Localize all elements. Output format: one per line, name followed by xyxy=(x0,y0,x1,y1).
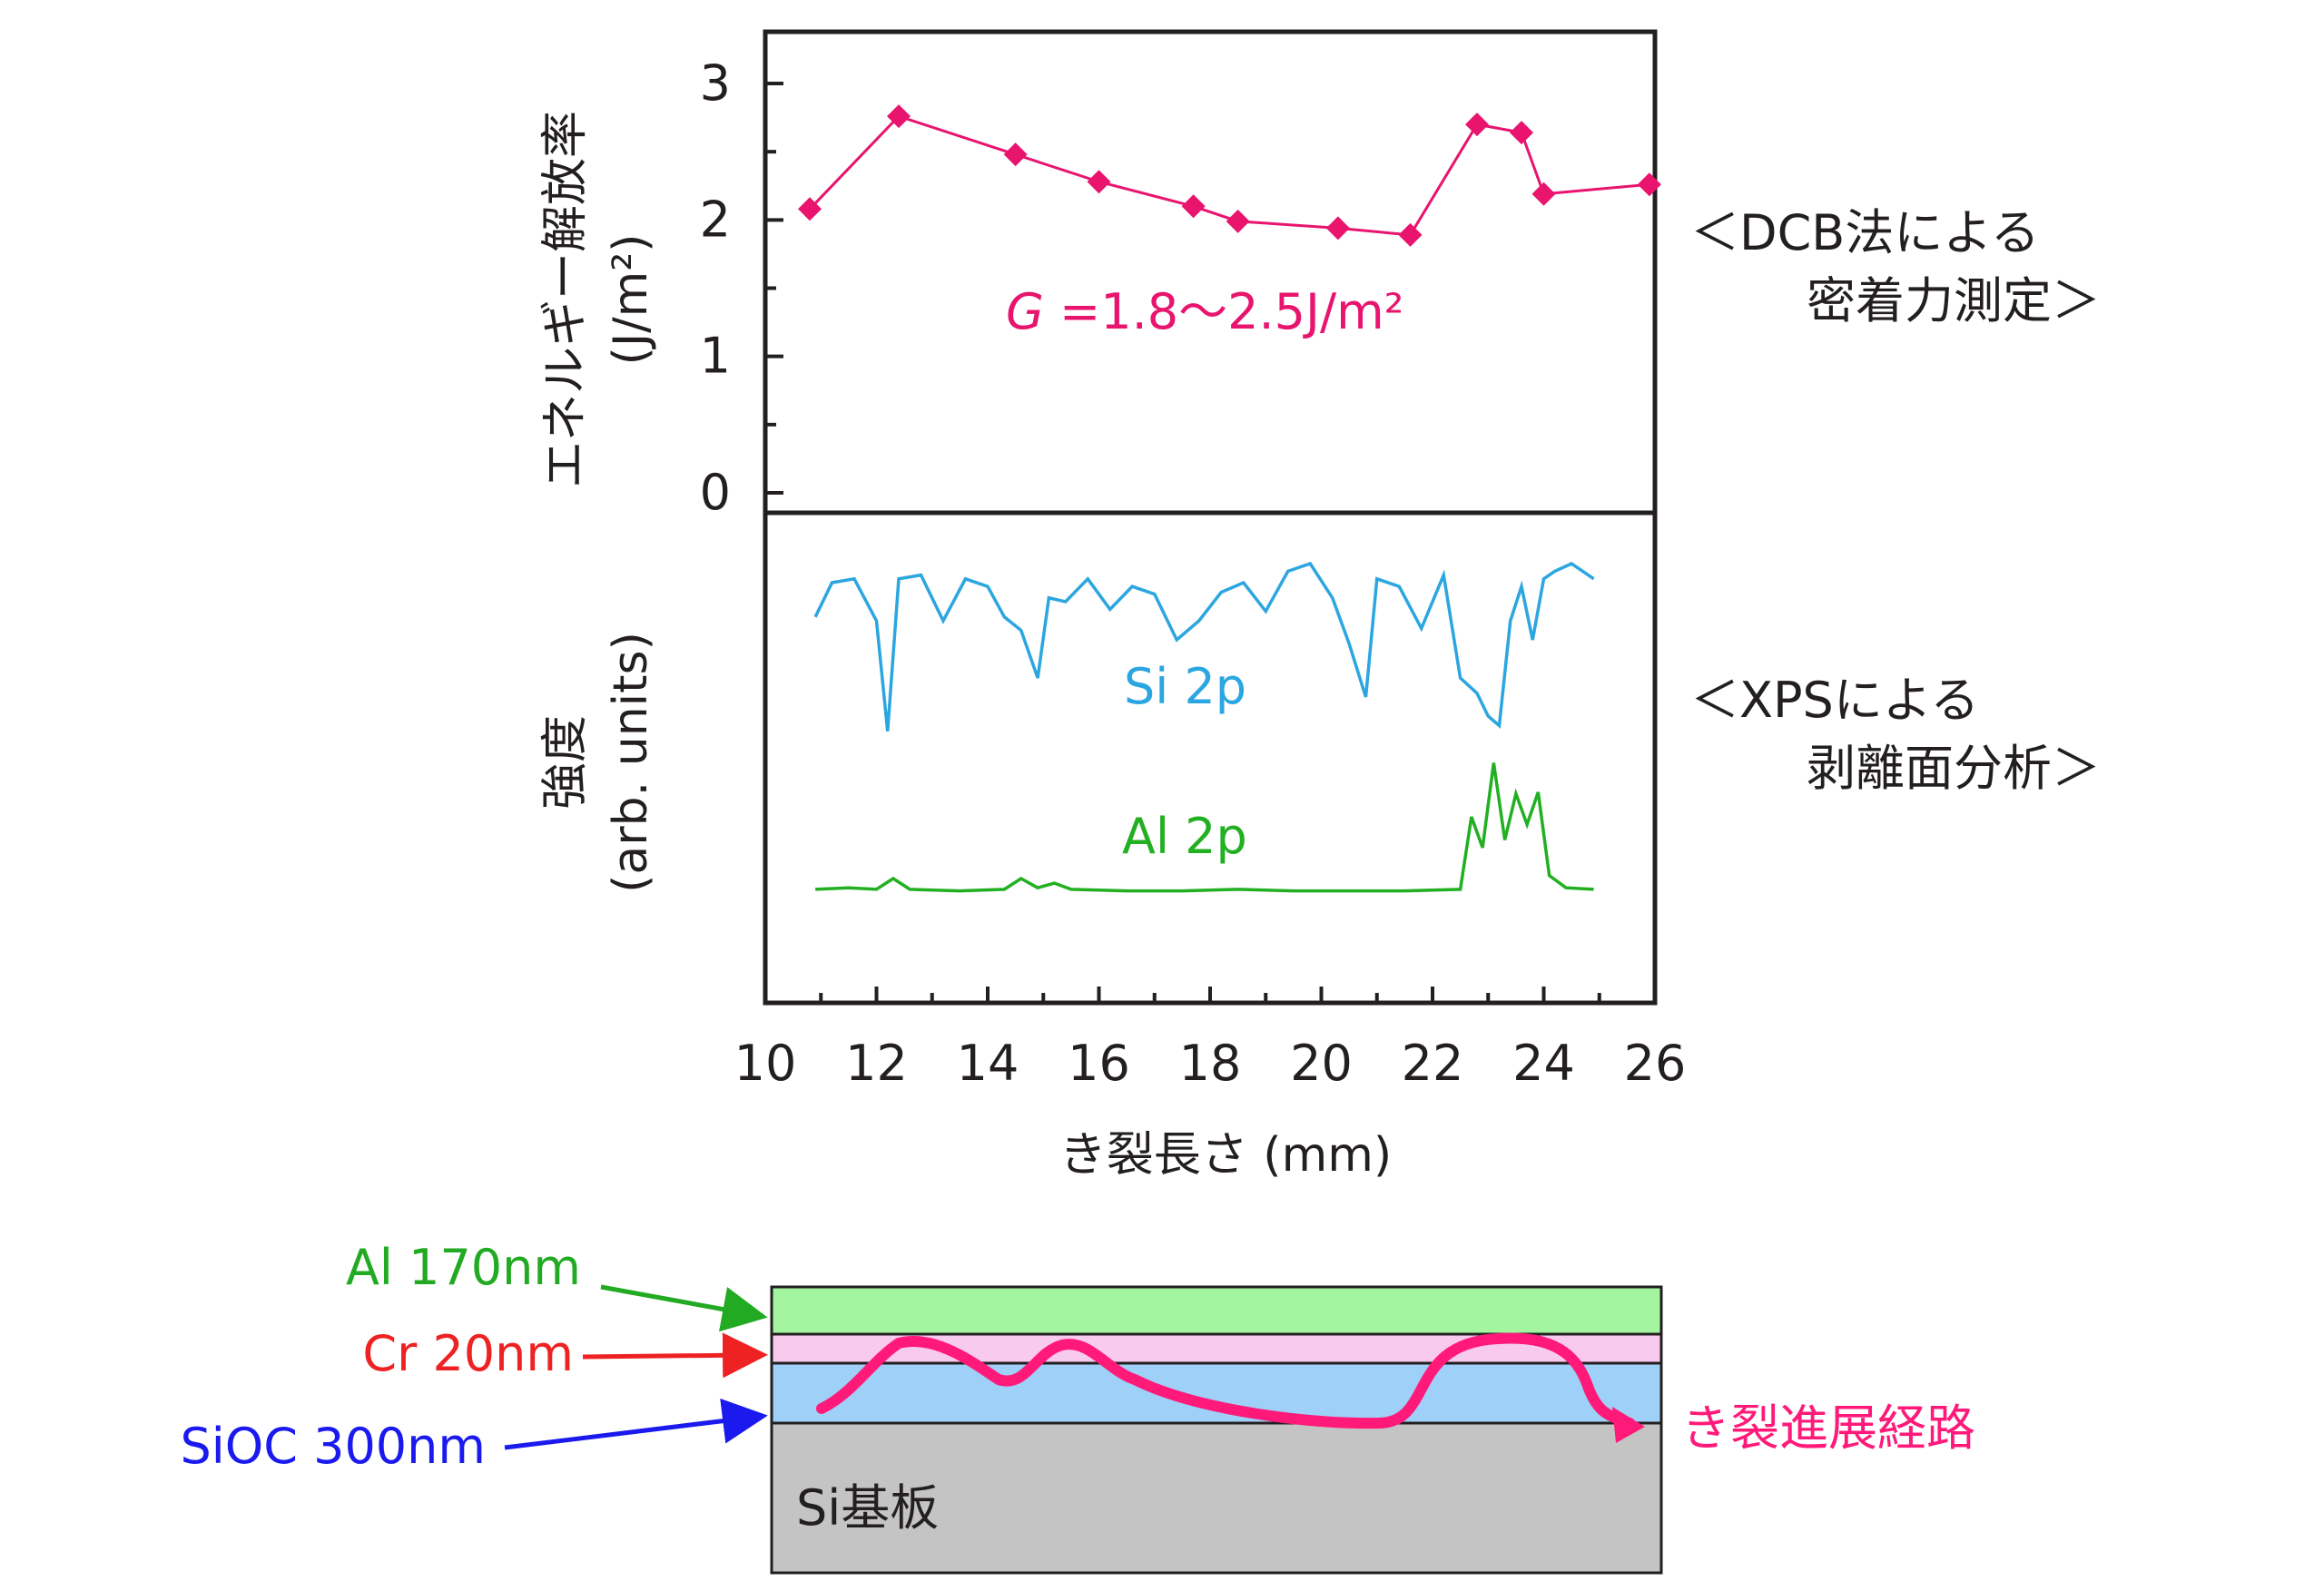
energy-y-tick-label: 2 xyxy=(700,191,731,248)
energy-data-point xyxy=(1226,209,1250,233)
al-layer-arrow xyxy=(600,1284,768,1332)
energy-series-line xyxy=(808,114,1650,237)
x-tick-label: 22 xyxy=(1402,1035,1464,1092)
x-tick-label: 24 xyxy=(1512,1035,1575,1092)
energy-y-tick-label: 0 xyxy=(700,464,731,521)
x-tick-label: 12 xyxy=(845,1035,908,1092)
x-tick-label: 14 xyxy=(957,1035,1019,1092)
energy-data-point xyxy=(1181,194,1206,219)
xps-note-line1: ＜XPSによる xyxy=(1690,672,1979,729)
x-axis-label: き裂長さ (mm) xyxy=(1059,1128,1392,1183)
sioc-layer xyxy=(770,1361,1663,1425)
crack-arrowhead xyxy=(1612,1407,1645,1443)
x-axis-ticks: 10 12 14 16 18 20 22 24 26 xyxy=(734,987,1687,1092)
xps-note-line2: 剥離面分析＞ xyxy=(1807,740,2101,797)
energy-y-tick-label: 1 xyxy=(700,328,731,385)
energy-y-ticks: 0 1 2 3 xyxy=(700,54,783,521)
al-layer-label: Al 170nm xyxy=(346,1239,581,1296)
al-2p-series-line xyxy=(815,762,1594,893)
cr-layer-label: Cr 20nm xyxy=(362,1325,574,1382)
al-2p-label: Al 2p xyxy=(1122,808,1247,865)
x-tick-label: 16 xyxy=(1068,1035,1130,1092)
x-tick-label: 26 xyxy=(1624,1035,1687,1092)
dcb-note-line1: ＜DCB法による xyxy=(1690,204,2040,261)
energy-panel-frame xyxy=(763,29,1658,516)
xps-panel: Si 2p Al 2p 強度 (arb. units) ＜XPSによる 剥離面分… xyxy=(538,510,2101,1006)
xps-y-label: 強度 xyxy=(538,715,593,810)
energy-y-label: エネルギー解放率 xyxy=(538,111,593,488)
x-tick-label: 10 xyxy=(734,1035,797,1092)
si-2p-series-line xyxy=(813,561,1595,732)
dcb-note-line2: 密着力測定＞ xyxy=(1807,272,2101,329)
energy-data-point xyxy=(1531,182,1556,206)
si-substrate xyxy=(770,1421,1663,1575)
cr-layer-arrow xyxy=(582,1332,768,1379)
sioc-layer-label: SiOC 300nm xyxy=(180,1418,486,1475)
energy-data-point xyxy=(1637,172,1661,197)
energy-series-points xyxy=(798,104,1661,247)
energy-data-point xyxy=(1510,121,1533,145)
energy-y-tick-label: 3 xyxy=(700,54,731,112)
energy-data-point xyxy=(1325,216,1350,241)
energy-data-point xyxy=(798,197,822,221)
energy-y-unit: (J/m²) xyxy=(604,234,658,366)
energy-annotation: G =1.8〜2.5J/m² xyxy=(1006,283,1403,340)
crack-path xyxy=(816,1332,1635,1429)
energy-data-point xyxy=(1465,113,1489,137)
layer-diagram: Si基板 Al 170nm Cr 20nm SiOC 300nm き裂進展経路 xyxy=(180,1239,1975,1575)
crack-path-label: き裂進展経路 xyxy=(1681,1399,1975,1457)
si-substrate-label: Si基板 xyxy=(796,1479,939,1537)
x-tick-label: 18 xyxy=(1179,1035,1242,1092)
sioc-layer-arrow xyxy=(504,1398,768,1450)
energy-data-point xyxy=(1087,170,1111,194)
annotation-g-symbol: G xyxy=(1006,283,1044,340)
annotation-g-range: =1.8〜2.5J/m² xyxy=(1044,283,1404,340)
energy-panel: 0 1 2 3 エネルギー解放率 (J/m²) G =1.8〜2.5J/m² ＜DCB… xyxy=(538,29,2101,521)
energy-data-point xyxy=(887,104,911,129)
si-2p-label: Si 2p xyxy=(1124,658,1246,715)
energy-data-point xyxy=(1003,142,1028,167)
energy-data-point xyxy=(1398,222,1423,247)
x-tick-label: 20 xyxy=(1290,1035,1353,1092)
al-layer xyxy=(770,1285,1663,1336)
xps-y-unit: (arb. units) xyxy=(604,632,658,893)
